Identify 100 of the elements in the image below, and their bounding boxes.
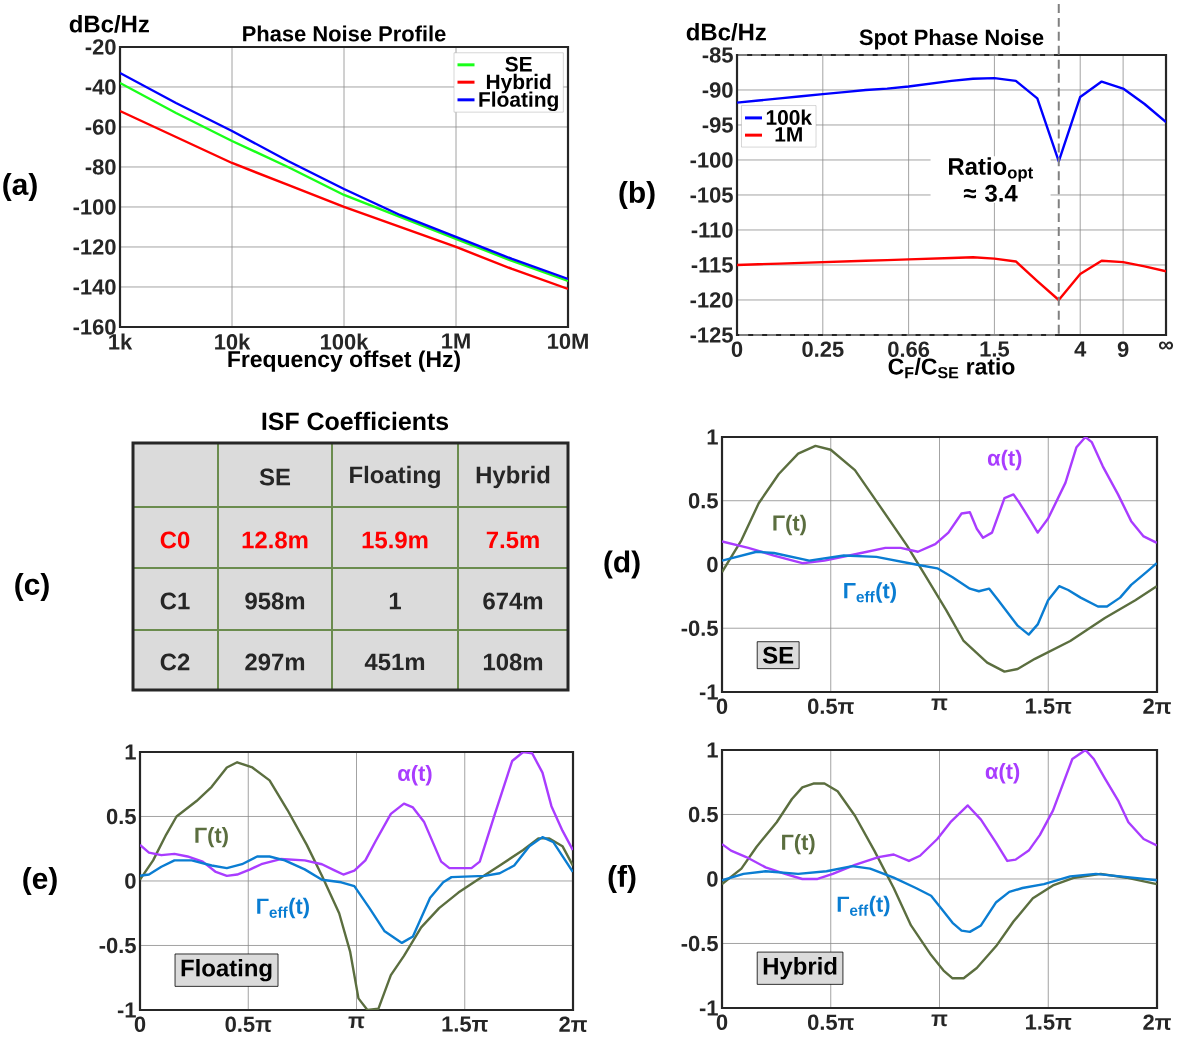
y-tick-label: -40 (85, 79, 116, 95)
y-tick-label: 1 (125, 744, 136, 760)
annotation: Γ(t) (782, 833, 815, 855)
y-tick-label: -125 (690, 327, 733, 343)
x-tick-label: 0.66 (888, 341, 930, 358)
annotation: Ratio$_{opt}$ ≈ 3.4 (949, 157, 1034, 202)
x-tick-label: 0.5π (225, 1016, 272, 1033)
chart-title: Spot Phase Noise (859, 29, 1044, 50)
x-tick-label: 4 (1074, 341, 1087, 357)
text: (f) (608, 865, 636, 893)
y-tick-label: 1 (707, 429, 718, 445)
annotation: SE (762, 646, 794, 664)
y-tick-label: -100 (73, 199, 116, 215)
x-tick-label: 0.25 (802, 341, 844, 358)
legend-label: 100k (766, 109, 813, 125)
line-series (722, 864, 1158, 934)
y-tick-label: 0 (707, 871, 718, 887)
y-tick-label: -80 (85, 159, 116, 175)
chart-title: Phase Noise Profile (243, 25, 446, 42)
y-tick-label: -95 (702, 117, 733, 133)
y-axis-title: dBc/Hz (69, 14, 149, 33)
y-tick-label: 0.5 (106, 808, 136, 825)
y-tick-label: -100 (690, 152, 733, 168)
annotation: α(t) (985, 762, 1020, 784)
y-tick-label: -60 (85, 119, 116, 135)
y-tick-label: 0.5 (688, 806, 718, 823)
y-tick-label: -0.5 (99, 937, 136, 954)
x-tick-label: 100k (321, 333, 369, 350)
text: Floating (350, 465, 440, 489)
annotation: Floating (181, 958, 272, 982)
x-tick-label: 0.5π (808, 1014, 854, 1031)
text: 108m (483, 653, 543, 671)
text: 7.5m (486, 531, 539, 549)
x-tick-label: 2π (1143, 1014, 1171, 1031)
x-tick-label: 10k (215, 333, 251, 350)
y-tick-label: 0 (125, 873, 136, 889)
line-series (722, 782, 1158, 980)
y-tick-label: -115 (691, 257, 733, 273)
y-tick-label: -110 (691, 222, 733, 238)
x-tick-label: π (931, 1014, 948, 1027)
y-tick-label: 0 (707, 556, 718, 573)
x-tick-label: ∞ (1158, 341, 1174, 350)
text: ISF Coefficients (262, 411, 449, 431)
annotation: Γ$_{eff}$(t) (844, 582, 896, 603)
text: 15.9m (362, 531, 428, 549)
annotation: Γ$_{eff}$(t) (257, 897, 309, 919)
line-series (722, 550, 1158, 636)
y-tick-label: -1 (699, 684, 718, 700)
text: C2 (160, 653, 190, 671)
line-series (722, 444, 1158, 673)
annotation: Γ(t) (195, 826, 228, 848)
text: Hybrid (476, 465, 550, 489)
y-tick-label: -1 (117, 1002, 136, 1018)
annotation: Hybrid (763, 957, 837, 980)
text: C1 (160, 592, 190, 610)
text: 958m (245, 592, 305, 610)
y-tick-label: 0.5 (688, 492, 718, 509)
y-tick-label: -0.5 (681, 620, 718, 636)
annotation: Γ$_{eff}$(t) (837, 895, 890, 917)
x-tick-label: 9 (1117, 341, 1129, 358)
x-axis-title: Frequency offset (Hz) (228, 350, 460, 372)
y-tick-label: -0.5 (681, 935, 718, 952)
text: (d) (604, 550, 640, 579)
y-tick-label: -90 (702, 82, 733, 98)
y-tick-label: 1 (707, 742, 718, 758)
x-tick-label: 10M (548, 333, 588, 350)
x-tick-label: π (348, 1016, 365, 1029)
text: 297m (245, 653, 305, 671)
x-tick-label: 0.5π (808, 698, 854, 715)
y-tick-label: -1 (699, 1000, 718, 1016)
text: (c) (15, 573, 49, 601)
y-tick-label: -85 (702, 47, 733, 63)
text: SE (259, 468, 291, 486)
text: 12.8m (242, 531, 308, 549)
line-series (722, 749, 1158, 881)
annotation: α(t) (398, 764, 432, 786)
x-tick-label: 2π (1143, 698, 1171, 715)
y-tick-label: -105 (690, 187, 733, 203)
y-tick-label: -20 (85, 39, 116, 55)
legend-label: 1M (775, 127, 802, 142)
x-tick-label: 1.5π (1026, 1014, 1072, 1030)
x-tick-label: 1.5π (1026, 698, 1072, 714)
x-tick-label: π (931, 698, 948, 711)
y-axis-title: dBc/Hz (686, 22, 766, 41)
text: (a) (3, 173, 37, 201)
annotation: α(t) (987, 449, 1022, 471)
y-tick-label: -120 (690, 292, 733, 308)
x-tick-label: 1M (442, 333, 470, 349)
line-series (140, 751, 574, 878)
x-tick-label: 1k (109, 333, 133, 350)
y-tick-label: -120 (73, 239, 116, 255)
x-axis-title: C$_{F}$/C$_{SE}$ ratio (888, 357, 1015, 379)
text: (b) (619, 181, 655, 209)
text: 674m (483, 592, 543, 610)
text: C0 (160, 531, 190, 549)
legend-label: SE (505, 56, 532, 72)
line-series (140, 761, 574, 1010)
text: (e) (23, 867, 57, 895)
line-series (722, 436, 1158, 565)
y-tick-label: -140 (73, 279, 116, 295)
